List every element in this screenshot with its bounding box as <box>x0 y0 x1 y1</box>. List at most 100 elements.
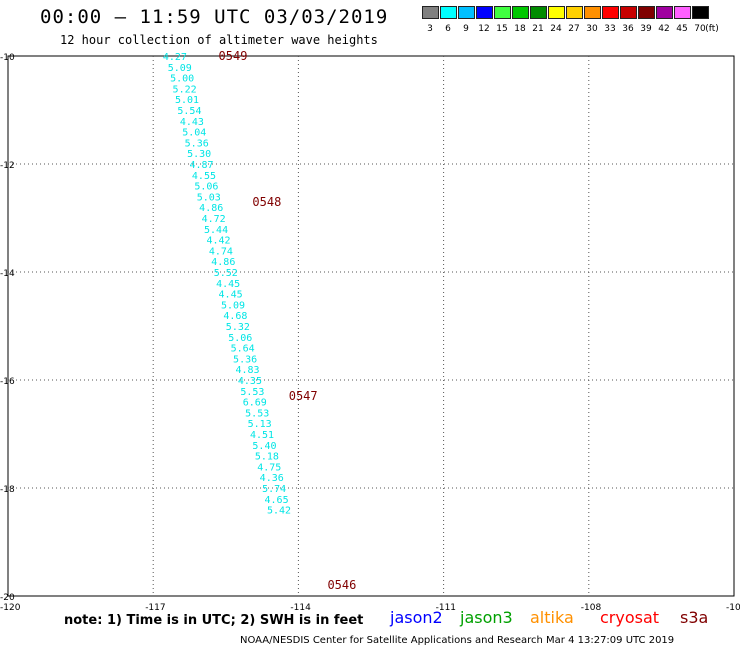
legend-unit: (ft) <box>705 24 719 34</box>
wave-height-value: 4.45 <box>216 279 240 290</box>
wave-height-value: 5.18 <box>255 452 279 463</box>
y-tick-label: -20 <box>0 593 15 603</box>
wave-height-value: 5.53 <box>245 408 269 419</box>
wave-height-value: 4.42 <box>206 236 230 247</box>
satellite-label-cryosat: cryosat <box>600 608 660 627</box>
x-tick-label: -108 <box>581 603 602 613</box>
chart-title: 00:00 – 11:59 UTC 03/03/2019 <box>40 6 389 28</box>
wave-height-value: 4.65 <box>265 495 289 506</box>
legend-label: 27 <box>568 24 580 34</box>
wave-height-value: 4.86 <box>211 257 235 268</box>
wave-height-value: 5.54 <box>177 106 201 117</box>
x-tick-label: -117 <box>145 603 165 613</box>
note-text: note: 1) Time is in UTC; 2) SWH is in fe… <box>64 613 364 628</box>
wave-height-value: 4.74 <box>209 246 233 257</box>
wave-height-value: 5.32 <box>226 322 250 333</box>
y-tick-label: -10 <box>0 53 15 63</box>
wave-height-value: 4.51 <box>250 430 274 441</box>
legend-swatch-3 <box>422 6 439 19</box>
wave-height-value: 4.35 <box>238 376 262 387</box>
wave-height-value: 4.83 <box>235 365 259 376</box>
chart-subtitle: 12 hour collection of altimeter wave hei… <box>60 33 378 47</box>
wave-height-value: 5.52 <box>214 268 238 279</box>
legend-label: 30 <box>586 24 598 34</box>
plot-frame <box>7 55 735 597</box>
legend-label: 45 <box>676 24 688 34</box>
legend-swatch-6 <box>440 6 457 19</box>
wave-height-value: 4.36 <box>260 473 284 484</box>
wave-height-value: 5.53 <box>240 387 264 398</box>
y-tick-label: -12 <box>0 161 15 171</box>
legend-label: 21 <box>532 24 544 34</box>
wave-height-value: 5.44 <box>204 225 228 236</box>
legend-label: 15 <box>496 24 508 34</box>
legend-label: 42 <box>658 24 670 34</box>
legend-swatch-24 <box>548 6 565 19</box>
legend-swatch-15 <box>494 6 511 19</box>
y-tick-label: -18 <box>0 485 15 495</box>
wave-height-value: 5.09 <box>168 63 192 74</box>
wave-height-value: 5.09 <box>221 300 245 311</box>
wave-height-value: 4.45 <box>219 290 243 301</box>
x-tick-label: -114 <box>290 603 311 613</box>
legend-swatch-12 <box>476 6 493 19</box>
wave-height-value: 5.06 <box>194 182 218 193</box>
wave-height-value: 4.55 <box>192 171 216 182</box>
wave-height-value: 5.64 <box>231 344 255 355</box>
wave-height-value: 4.27 <box>163 52 187 63</box>
legend-swatch-42 <box>656 6 673 19</box>
legend-label: 33 <box>604 24 616 34</box>
wave-height-value: 4.43 <box>180 117 204 128</box>
legend-label: 9 <box>463 24 469 34</box>
legend-swatch-39 <box>638 6 655 19</box>
legend-label: 6 <box>445 24 451 34</box>
pass-time-label: 0548 <box>252 195 281 209</box>
satellite-label-s3a: s3a <box>680 608 709 627</box>
legend-label: 24 <box>550 24 562 34</box>
legend-swatch-21 <box>530 6 547 19</box>
wave-height-value: 6.69 <box>243 398 267 409</box>
legend-label: 39 <box>640 24 652 34</box>
satellite-label-altika: altika <box>530 608 574 627</box>
wave-height-value: 4.75 <box>257 462 281 473</box>
legend-label: 3 <box>427 24 433 34</box>
wave-height-value: 5.30 <box>187 149 211 160</box>
pass-time-label: 0546 <box>327 578 356 592</box>
wave-height-value: 4.87 <box>190 160 214 171</box>
x-tick-label: -111 <box>436 603 456 613</box>
pass-time-label: 0549 <box>219 49 248 63</box>
wave-height-value: 5.74 <box>262 484 286 495</box>
wave-height-value: 5.01 <box>175 95 199 106</box>
legend-swatch-45 <box>674 6 691 19</box>
wave-height-value: 5.00 <box>170 74 194 85</box>
wave-height-value: 4.86 <box>199 203 223 214</box>
y-tick-label: -14 <box>0 269 15 279</box>
legend-label: 12 <box>478 24 490 34</box>
wave-height-value: 5.13 <box>248 419 272 430</box>
legend-label: 36 <box>622 24 634 34</box>
x-tick-label: -105 <box>726 603 740 613</box>
wave-height-value: 4.72 <box>202 214 226 225</box>
wave-height-value: 5.03 <box>197 192 221 203</box>
wave-height-value: 5.42 <box>267 506 291 517</box>
pass-time-label: 0547 <box>289 389 318 403</box>
legend-swatch-9 <box>458 6 475 19</box>
legend-swatch-30 <box>584 6 601 19</box>
wave-height-value: 5.06 <box>228 333 252 344</box>
wave-height-value: 5.22 <box>173 84 197 95</box>
wave-height-value: 5.40 <box>252 441 276 452</box>
satellite-label-jason2: jason2 <box>390 608 443 627</box>
legend-swatch-70 <box>692 6 709 19</box>
wave-height-value: 4.68 <box>223 311 247 322</box>
footer-credit: NOAA/NESDIS Center for Satellite Applica… <box>240 635 675 646</box>
y-tick-label: -16 <box>0 377 15 387</box>
legend-swatch-33 <box>602 6 619 19</box>
wave-height-value: 5.36 <box>185 138 209 149</box>
legend-swatch-36 <box>620 6 637 19</box>
x-tick-label: -120 <box>0 603 21 613</box>
legend-swatch-27 <box>566 6 583 19</box>
wave-height-value: 5.04 <box>182 128 206 139</box>
legend-swatch-18 <box>512 6 529 19</box>
satellite-label-jason3: jason3 <box>460 608 513 627</box>
